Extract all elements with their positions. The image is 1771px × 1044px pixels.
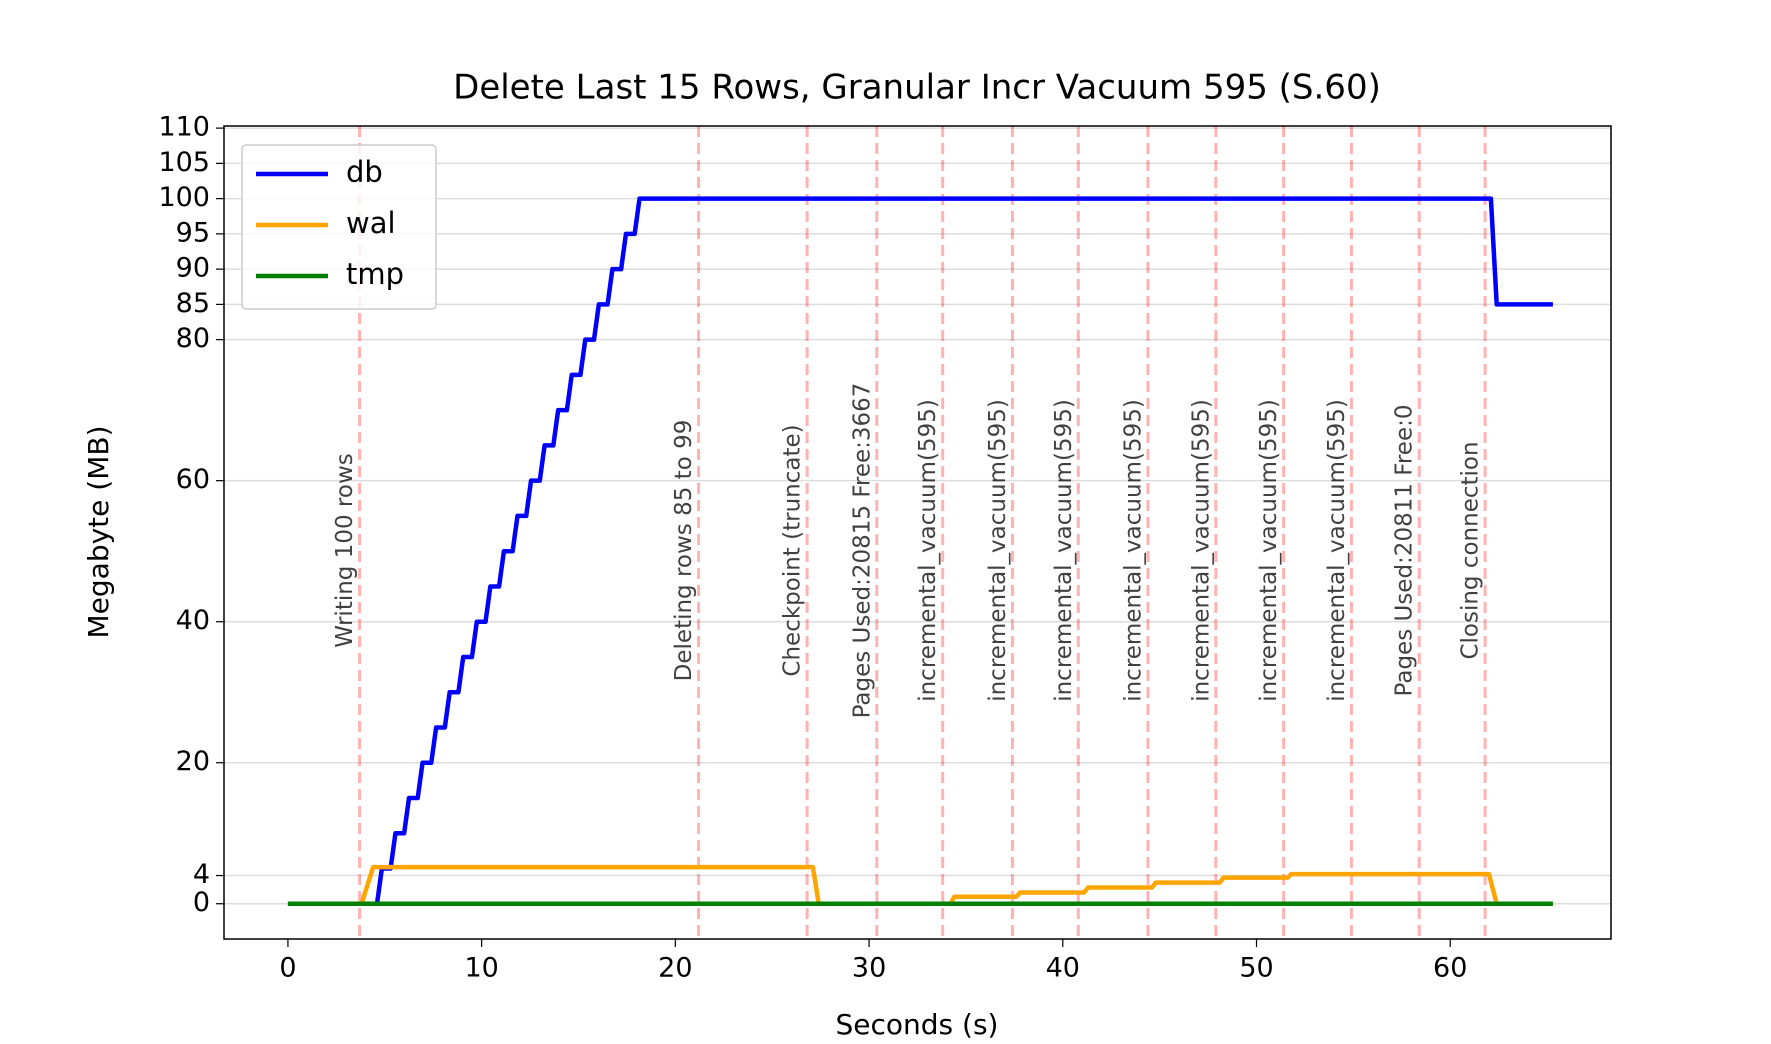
- y-axis-label: Megabyte (MB): [82, 426, 115, 639]
- event-label: incremental_vacuum(595): [915, 399, 941, 702]
- event-label: Pages Used:20811 Free:0: [1392, 405, 1418, 697]
- event-label: incremental_vacuum(595): [1121, 399, 1147, 702]
- legend-label: tmp: [346, 257, 404, 291]
- event-label: Closing connection: [1458, 441, 1484, 659]
- x-tick-label: 40: [1046, 953, 1080, 984]
- y-tick-label: 105: [158, 147, 210, 178]
- chart-title: Delete Last 15 Rows, Granular Incr Vacuu…: [453, 68, 1381, 108]
- legend-box: [241, 144, 437, 310]
- x-tick-label: 10: [464, 953, 498, 984]
- event-label: Checkpoint (truncate): [780, 424, 806, 676]
- x-tick-label: 60: [1433, 953, 1467, 984]
- y-tick-label: 100: [158, 182, 210, 213]
- x-tick-label: 20: [658, 953, 692, 984]
- series-line: [287, 196, 1553, 906]
- x-axis-label: Seconds (s): [836, 1008, 999, 1041]
- event-label: incremental_vacuum(595): [1256, 399, 1282, 702]
- y-tick-label: 90: [176, 253, 210, 284]
- y-tick-label: 40: [176, 605, 210, 636]
- legend-label: wal: [346, 206, 396, 240]
- event-label: incremental_vacuum(595): [1188, 399, 1214, 702]
- y-tick-label: 20: [176, 746, 210, 777]
- series-line: [287, 864, 1553, 906]
- y-tick-label: 0: [193, 887, 210, 918]
- x-tick-label: 30: [852, 953, 886, 984]
- y-tick-label: 4: [193, 859, 210, 890]
- y-tick-label: 60: [176, 464, 210, 495]
- legend-label: db: [346, 155, 383, 189]
- event-label: Writing 100 rows: [332, 453, 358, 647]
- y-tick-label: 95: [176, 217, 210, 248]
- y-tick-label: 85: [176, 288, 210, 319]
- x-tick-label: 50: [1239, 953, 1273, 984]
- event-label: incremental_vacuum(595): [985, 399, 1011, 702]
- event-label: Deleting rows 85 to 99: [671, 420, 697, 682]
- x-tick-label: 0: [279, 953, 296, 984]
- event-label: incremental_vacuum(595): [1324, 399, 1350, 702]
- plot-frame: [223, 125, 1612, 940]
- y-tick-label: 110: [158, 112, 210, 143]
- event-label: Pages Used:20815 Free:3667: [849, 383, 875, 719]
- event-label: incremental_vacuum(595): [1051, 399, 1077, 702]
- y-tick-label: 80: [176, 323, 210, 354]
